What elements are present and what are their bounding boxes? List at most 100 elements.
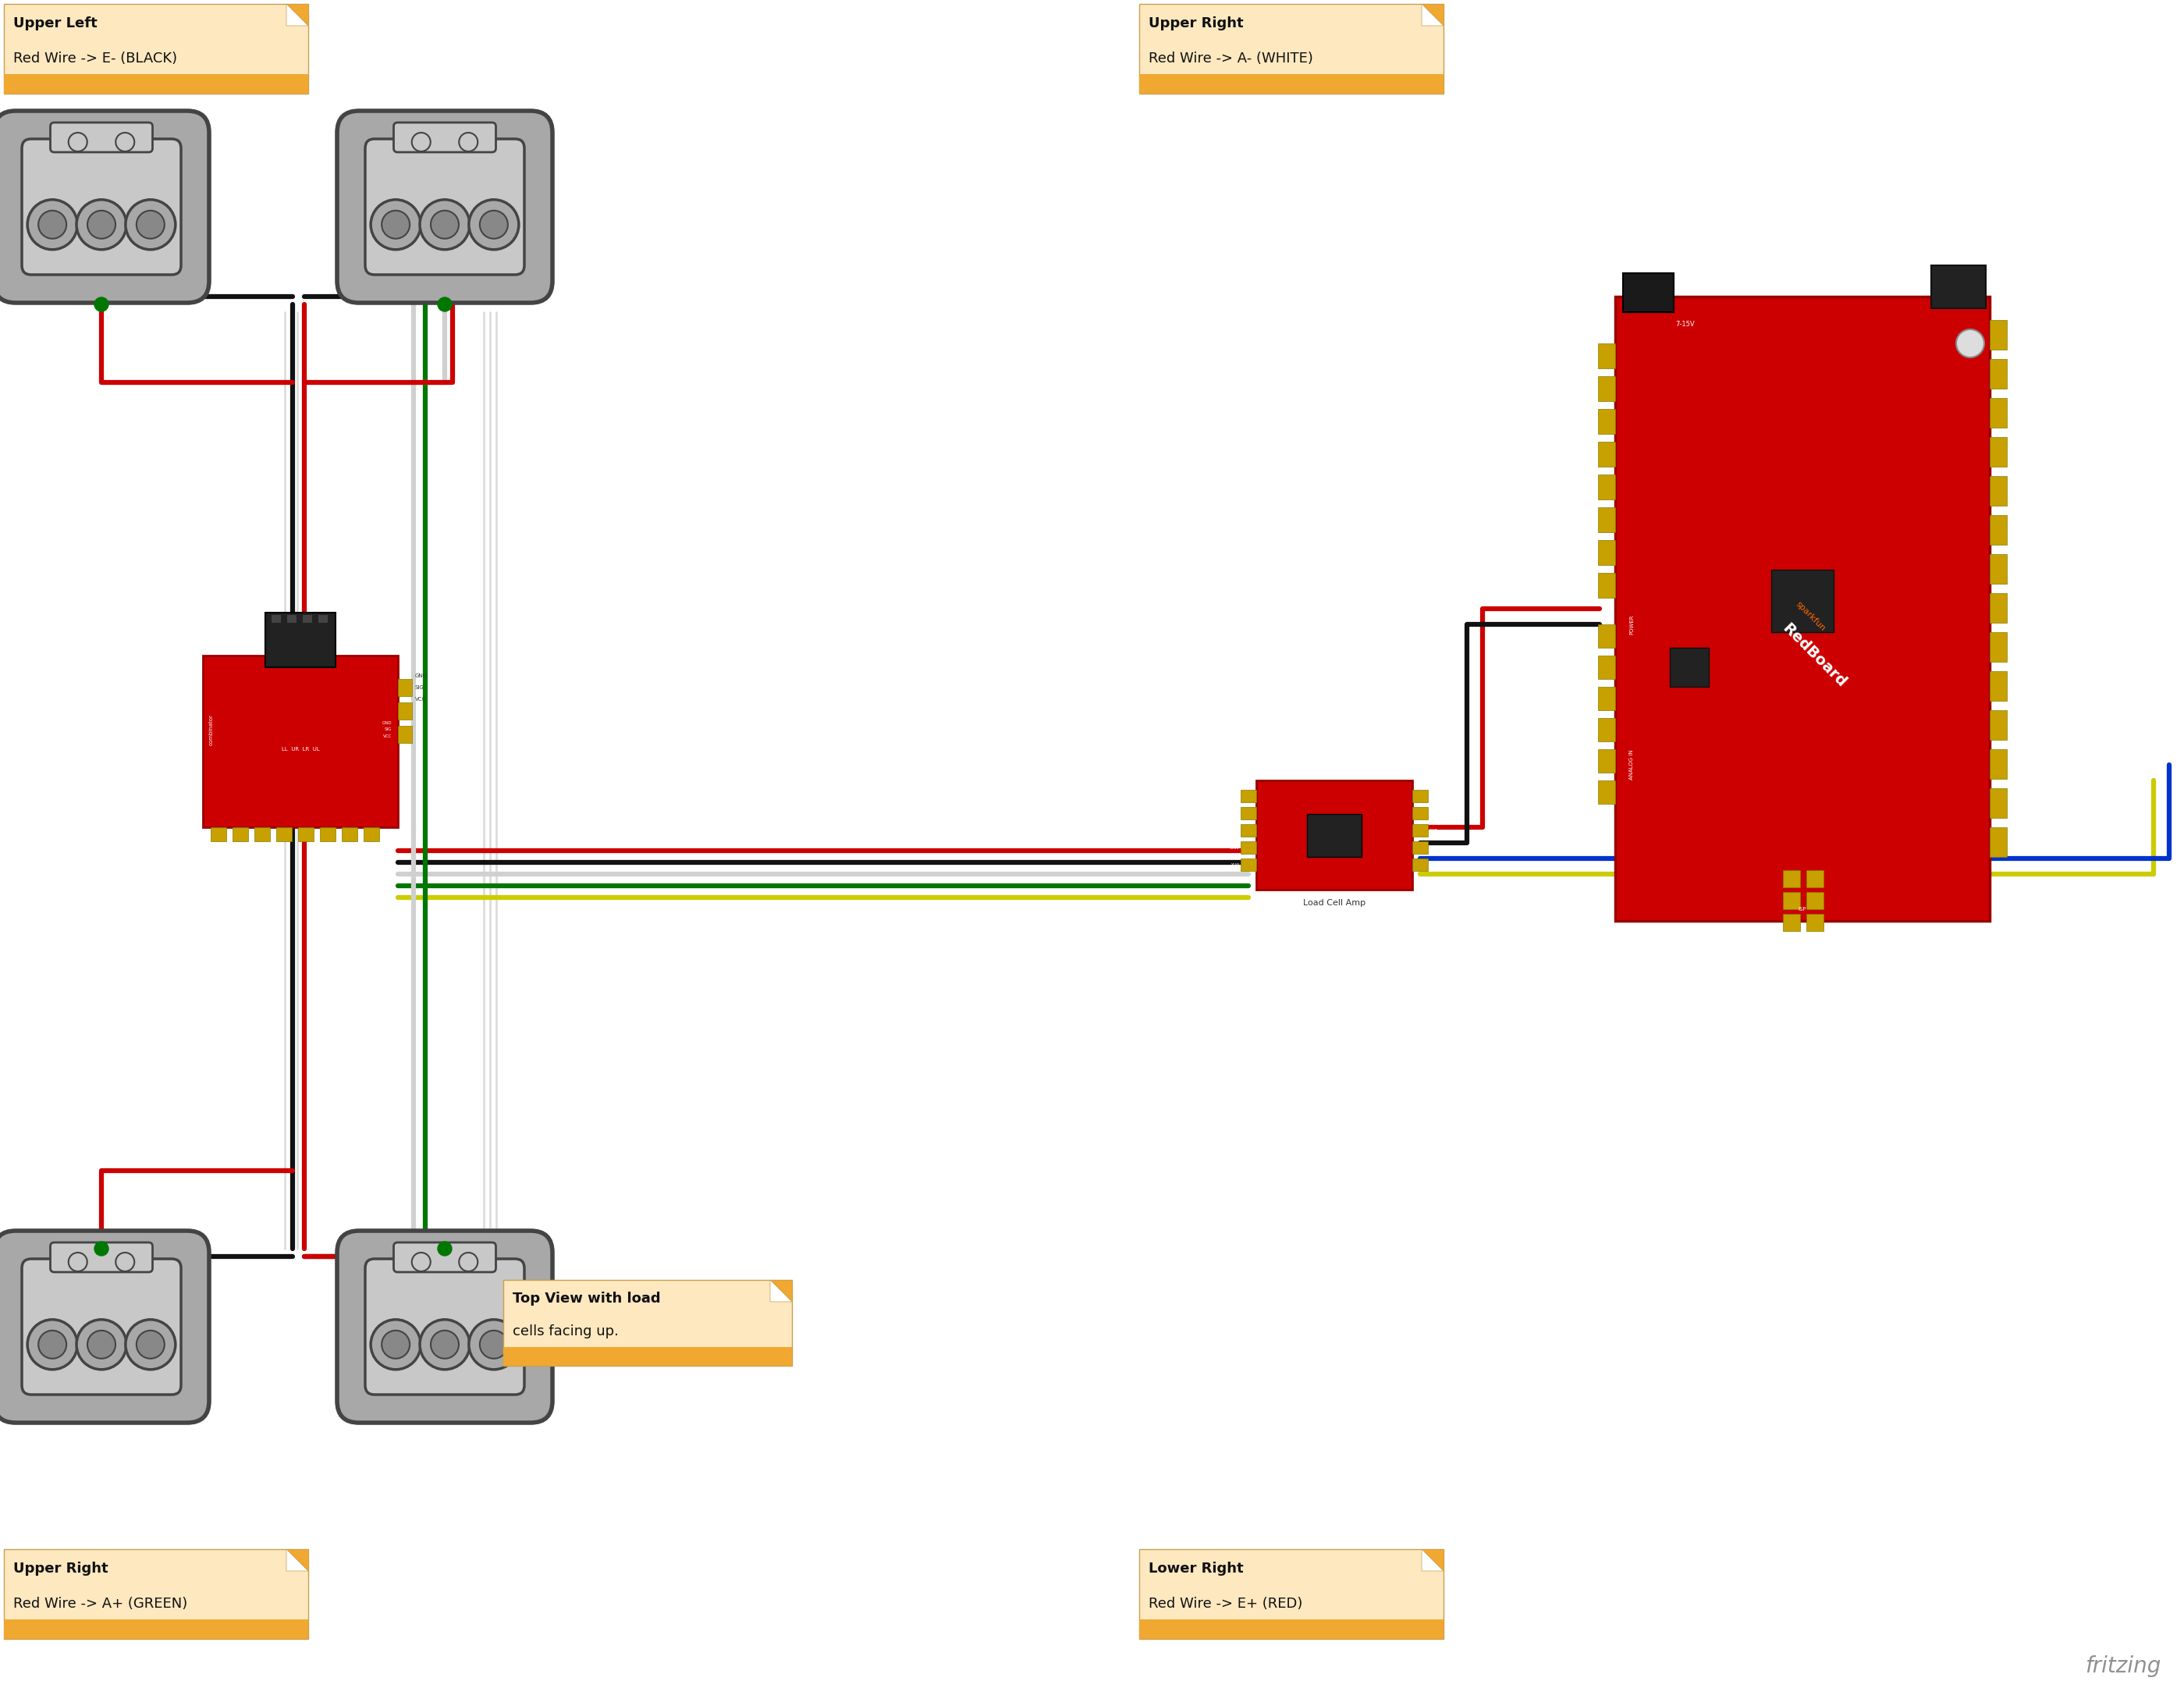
Text: ~5: ~5 <box>2009 644 2018 649</box>
Polygon shape <box>286 3 308 25</box>
Bar <box>1990 515 2007 545</box>
FancyBboxPatch shape <box>4 3 308 93</box>
Circle shape <box>459 1252 478 1271</box>
Bar <box>1990 437 2007 467</box>
Bar <box>1256 780 1413 890</box>
Bar <box>1782 892 1800 909</box>
Circle shape <box>68 133 87 151</box>
Text: cells facing up.: cells facing up. <box>513 1325 618 1339</box>
Text: RESET: RESET <box>1579 386 1597 391</box>
FancyBboxPatch shape <box>0 1230 210 1422</box>
FancyBboxPatch shape <box>393 1242 496 1273</box>
Text: 8: 8 <box>2009 528 2014 532</box>
FancyBboxPatch shape <box>50 122 153 153</box>
Text: LL  UR  LR  UL: LL UR LR UL <box>282 748 319 751</box>
Bar <box>1990 710 2007 739</box>
Bar <box>1140 1619 1444 1640</box>
Circle shape <box>480 211 509 238</box>
Circle shape <box>419 200 470 250</box>
Circle shape <box>413 133 430 151</box>
Text: Red Wire -> A- (WHITE): Red Wire -> A- (WHITE) <box>1149 51 1313 65</box>
Circle shape <box>1957 330 1985 357</box>
Text: ISP: ISP <box>1797 907 1806 912</box>
Bar <box>1990 632 2007 663</box>
Text: A1: A1 <box>1588 664 1597 671</box>
Bar <box>1599 343 1616 369</box>
Text: RED: RED <box>1230 793 1238 799</box>
Circle shape <box>68 1252 87 1271</box>
Polygon shape <box>1422 1549 1444 1572</box>
Bar <box>397 680 413 697</box>
Text: Upper Right: Upper Right <box>1149 15 1243 31</box>
Bar <box>1990 319 2007 350</box>
Circle shape <box>94 1242 109 1256</box>
Text: GRN: GRN <box>1230 846 1238 850</box>
Bar <box>1990 476 2007 506</box>
Text: Top View with load: Top View with load <box>513 1291 660 1305</box>
Bar <box>1806 892 1824 909</box>
Text: 5V: 5V <box>1588 452 1597 457</box>
Bar <box>1782 870 1800 887</box>
Text: A3: A3 <box>1588 725 1597 734</box>
Bar <box>286 615 297 624</box>
Bar <box>1990 788 2007 817</box>
Text: YLW: YLW <box>1230 863 1238 866</box>
FancyBboxPatch shape <box>336 110 553 302</box>
Circle shape <box>116 1252 135 1271</box>
Text: DAT: DAT <box>1431 829 1437 833</box>
Text: POWER: POWER <box>1629 615 1634 634</box>
Bar <box>271 615 282 624</box>
Bar <box>1241 824 1256 836</box>
Text: combinator: combinator <box>210 714 214 746</box>
Text: CLK: CLK <box>1431 846 1437 850</box>
Bar <box>1599 719 1616 741</box>
Polygon shape <box>1422 1549 1444 1572</box>
FancyBboxPatch shape <box>22 1259 181 1395</box>
Polygon shape <box>771 1279 793 1301</box>
Bar <box>1990 671 2007 700</box>
Bar <box>1671 647 1708 686</box>
FancyBboxPatch shape <box>22 139 181 275</box>
Text: Lower Right: Lower Right <box>1149 1561 1243 1575</box>
FancyBboxPatch shape <box>0 110 210 302</box>
Text: WHT: WHT <box>1230 829 1238 833</box>
Bar <box>4 75 308 93</box>
Circle shape <box>135 211 164 238</box>
Circle shape <box>135 1330 164 1359</box>
FancyBboxPatch shape <box>393 122 496 153</box>
Bar <box>1990 358 2007 389</box>
Bar <box>1241 858 1256 872</box>
Text: 7: 7 <box>2009 566 2014 571</box>
Circle shape <box>76 1320 127 1369</box>
Polygon shape <box>1422 3 1444 25</box>
Circle shape <box>419 1320 470 1369</box>
Polygon shape <box>1422 3 1444 25</box>
Bar <box>1806 914 1824 931</box>
Circle shape <box>480 1330 509 1359</box>
Text: GND
SIG
VCC: GND SIG VCC <box>382 722 391 737</box>
Text: VCC: VCC <box>1431 810 1439 816</box>
Bar <box>1931 265 1985 308</box>
Circle shape <box>470 1320 520 1369</box>
Bar <box>1782 914 1800 931</box>
Bar <box>304 615 312 624</box>
Text: 2: 2 <box>2009 761 2014 766</box>
Circle shape <box>371 200 422 250</box>
Text: 12: 12 <box>2009 372 2016 375</box>
Circle shape <box>87 1330 116 1359</box>
Bar <box>1306 814 1361 856</box>
Text: ~10: ~10 <box>2009 450 2020 454</box>
Text: GND: GND <box>1583 518 1597 522</box>
Circle shape <box>430 211 459 238</box>
Bar <box>1806 870 1824 887</box>
Bar <box>319 827 336 841</box>
Bar <box>1413 824 1428 836</box>
Text: ANALOG IN: ANALOG IN <box>1629 749 1634 780</box>
Text: Upper Left: Upper Left <box>13 15 98 31</box>
Circle shape <box>459 133 478 151</box>
Bar <box>1599 442 1616 467</box>
Text: Red Wire -> A+ (GREEN): Red Wire -> A+ (GREEN) <box>13 1597 188 1611</box>
Bar <box>1413 807 1428 819</box>
Polygon shape <box>771 1279 793 1301</box>
Bar <box>1599 656 1616 680</box>
